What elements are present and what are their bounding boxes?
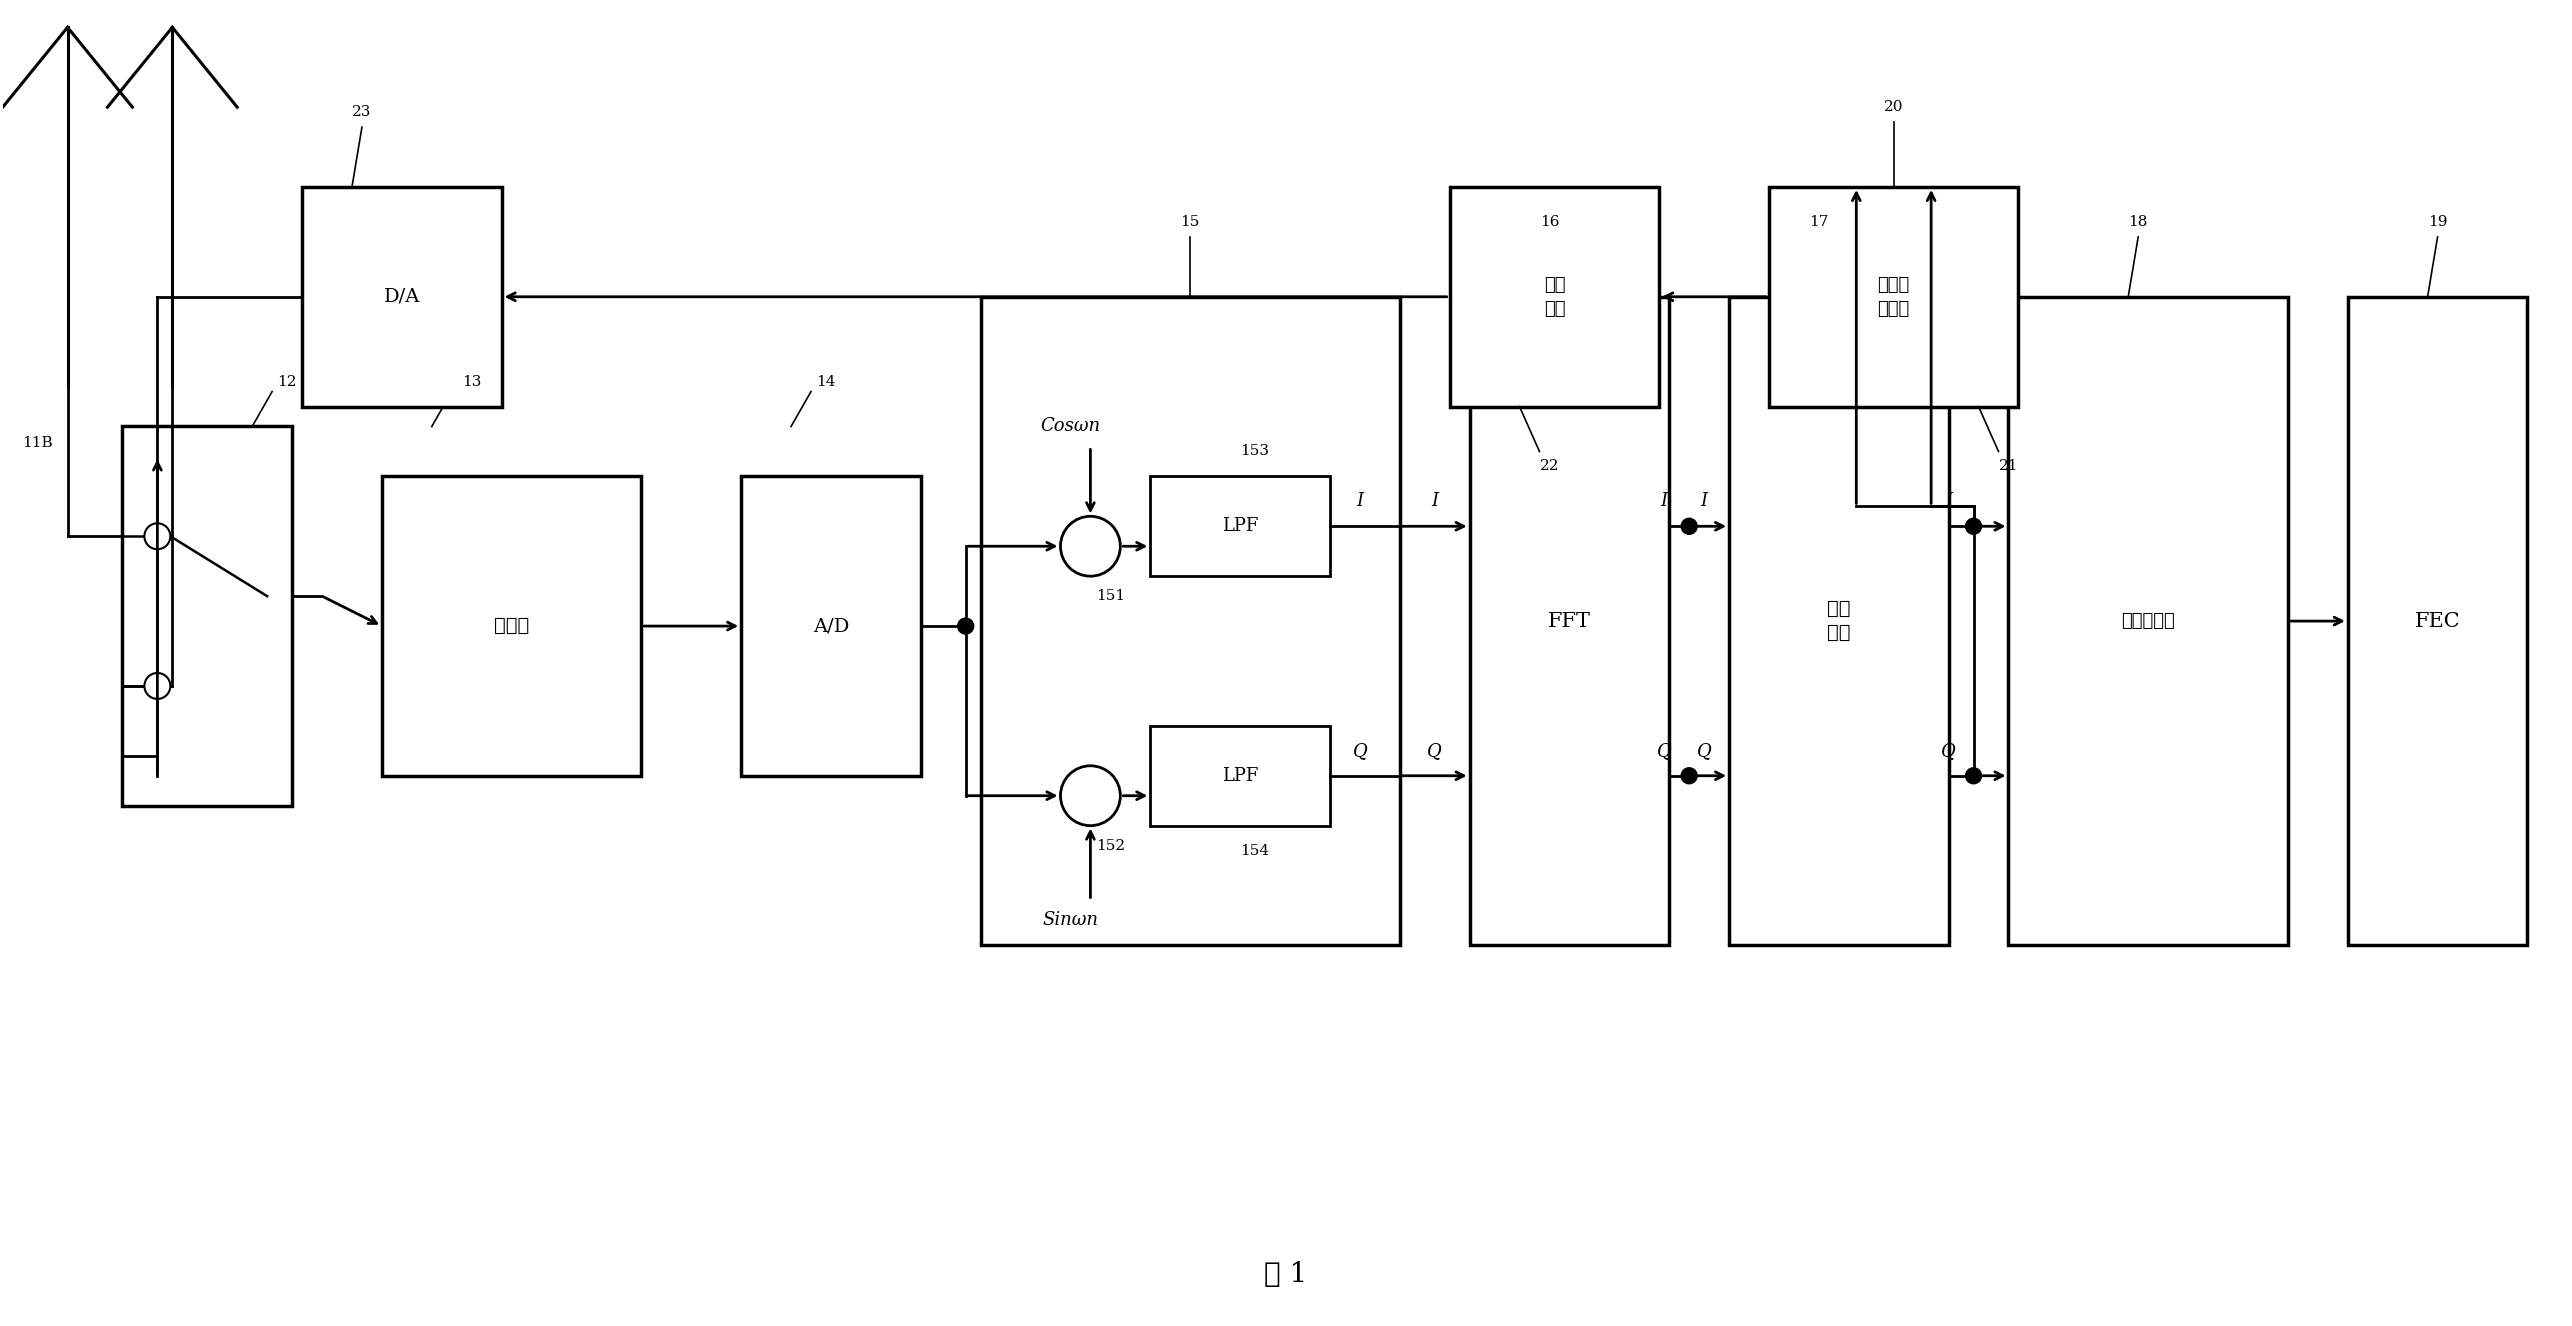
- Bar: [980, 297, 1399, 945]
- Text: 17: 17: [1808, 215, 1829, 229]
- Text: 23: 23: [352, 105, 370, 119]
- Text: 15: 15: [1181, 215, 1201, 229]
- Text: 151: 151: [1096, 589, 1124, 603]
- Text: 153: 153: [1240, 444, 1271, 459]
- Text: 11B: 11B: [23, 436, 54, 451]
- Text: LPF: LPF: [1222, 766, 1258, 785]
- Text: FFT: FFT: [1548, 611, 1592, 631]
- Text: I: I: [1430, 492, 1438, 511]
- Circle shape: [1060, 516, 1121, 577]
- Bar: [1451, 187, 1659, 407]
- Text: I: I: [1355, 492, 1363, 511]
- Bar: [2348, 297, 2528, 945]
- Text: 19: 19: [2428, 215, 2449, 229]
- Text: 22: 22: [1541, 459, 1559, 473]
- Bar: [301, 187, 502, 407]
- Text: 解映射电路: 解映射电路: [2122, 613, 2176, 630]
- Text: 14: 14: [815, 374, 836, 389]
- Text: I: I: [1662, 492, 1667, 511]
- Text: 图 1: 图 1: [1265, 1261, 1307, 1289]
- Text: 调谐器: 调谐器: [494, 617, 530, 635]
- Text: 判定
电路: 判定 电路: [1543, 276, 1566, 317]
- Bar: [2009, 297, 2289, 945]
- Bar: [1150, 725, 1330, 826]
- Text: Q: Q: [1656, 741, 1672, 760]
- Text: Q: Q: [1942, 741, 1955, 760]
- Text: 均衡
电路: 均衡 电路: [1826, 601, 1852, 642]
- Text: Sinωn: Sinωn: [1042, 911, 1098, 930]
- Text: Cosωn: Cosωn: [1042, 418, 1101, 435]
- Text: I: I: [1944, 492, 1952, 511]
- Bar: [1469, 297, 1669, 945]
- Circle shape: [1682, 518, 1698, 534]
- Bar: [381, 476, 640, 776]
- Bar: [1150, 476, 1330, 577]
- Circle shape: [1965, 518, 1980, 534]
- Text: 20: 20: [1883, 101, 1903, 114]
- Bar: [1770, 187, 2019, 407]
- Text: Q: Q: [1427, 741, 1443, 760]
- Text: 12: 12: [278, 374, 296, 389]
- Text: 152: 152: [1096, 838, 1124, 853]
- Text: FEC: FEC: [2415, 611, 2461, 631]
- Text: 13: 13: [463, 374, 481, 389]
- Text: 21: 21: [1998, 459, 2019, 473]
- Bar: [741, 476, 921, 776]
- Text: A/D: A/D: [813, 617, 849, 635]
- Text: D/A: D/A: [383, 288, 419, 306]
- Circle shape: [144, 674, 170, 699]
- Text: 偏移检
出电路: 偏移检 出电路: [1878, 276, 1911, 317]
- Circle shape: [144, 524, 170, 549]
- Bar: [1728, 297, 1950, 945]
- Text: 11A: 11A: [152, 436, 183, 451]
- Bar: [123, 427, 293, 806]
- Text: Q: Q: [1353, 741, 1368, 760]
- Text: 154: 154: [1240, 843, 1271, 858]
- Circle shape: [957, 618, 975, 634]
- Text: I: I: [1700, 492, 1708, 511]
- Circle shape: [1965, 768, 1980, 784]
- Circle shape: [1060, 766, 1121, 826]
- Text: 16: 16: [1541, 215, 1559, 229]
- Text: Q: Q: [1698, 741, 1710, 760]
- Text: 18: 18: [2130, 215, 2148, 229]
- Circle shape: [1682, 768, 1698, 784]
- Text: LPF: LPF: [1222, 517, 1258, 536]
